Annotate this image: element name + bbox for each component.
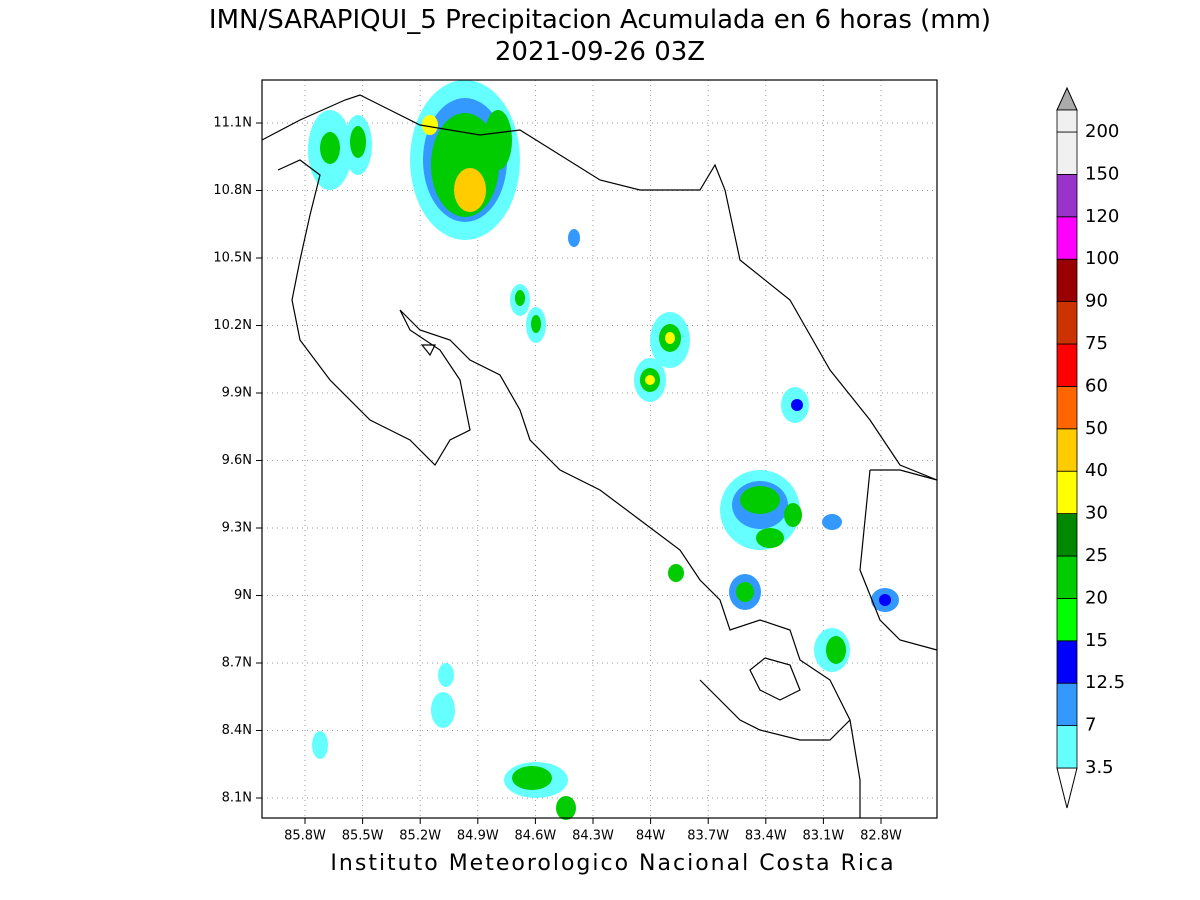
x-tick-label: 85.5W: [342, 829, 384, 844]
colorbar-swatch: [1056, 131, 1078, 175]
plot-area: [261, 79, 938, 820]
title: IMN/SARAPIQUI_5 Precipitacion Acumulada …: [209, 5, 991, 35]
x-tick-label: 83.1W: [802, 829, 844, 844]
colorbar-cap: [1056, 109, 1078, 133]
colorbar-label: 15: [1085, 630, 1108, 651]
colorbar: 3.5 7 12.5 15 20 25 30 40 50 60 75 90 100 120 150 200: [1056, 86, 1125, 809]
colorbar-swatch: [1056, 598, 1078, 642]
colorbar-swatch: [1056, 173, 1078, 218]
colorbar-label: 40: [1085, 460, 1108, 481]
y-tick-label: 9.9N: [222, 386, 252, 401]
y-tick-label: 8.1N: [222, 791, 252, 806]
colorbar-swatch: [1056, 343, 1078, 387]
x-tick-label: 84W: [636, 829, 666, 844]
footer: Instituto Meteorologico Nacional Costa R…: [330, 851, 895, 876]
y-tick-label: 11.1N: [213, 116, 252, 131]
plot-background: [262, 80, 937, 818]
colorbar-swatch: [1056, 216, 1078, 260]
x-tick-label: 84.6W: [514, 829, 556, 844]
colorbar-max-triangle: [1056, 86, 1078, 111]
x-tick-label: 85.8W: [284, 829, 326, 844]
colorbar-label: 100: [1085, 248, 1119, 269]
plot-frame: [261, 79, 938, 819]
colorbar-min-triangle: [1056, 767, 1078, 809]
colorbar-label: 12.5: [1085, 672, 1125, 693]
y-tick-label: 8.7N: [222, 656, 252, 671]
colorbar-label: 30: [1085, 503, 1108, 524]
y-tick-label: 9.6N: [222, 453, 252, 468]
colorbar-swatch: [1056, 301, 1078, 345]
coastline: [261, 94, 938, 818]
colorbar-swatch: [1056, 428, 1078, 472]
x-tick-label: 85.2W: [399, 829, 441, 844]
x-tick-label: 84.9W: [457, 829, 499, 844]
colorbar-label: 7: [1085, 715, 1096, 736]
y-tick-label: 10.2N: [213, 318, 252, 333]
colorbar-label: 200: [1085, 121, 1119, 142]
x-tick-label: 84.3W: [572, 829, 614, 844]
colorbar-label: 90: [1085, 291, 1108, 312]
colorbar-swatch: [1056, 640, 1078, 684]
x-tick-label: 83.7W: [687, 829, 729, 844]
colorbar-label: 75: [1085, 333, 1108, 354]
y-tick-label: 10.5N: [213, 251, 252, 266]
colorbar-label: 20: [1085, 587, 1108, 608]
colorbar-swatch: [1056, 682, 1078, 727]
colorbar-swatch: [1056, 555, 1078, 599]
colorbar-label: 60: [1085, 375, 1108, 396]
colorbar-swatch: [1056, 470, 1078, 515]
y-tick-label: 8.4N: [222, 723, 252, 738]
y-tick-label: 10.8N: [213, 183, 252, 198]
colorbar-swatch: [1056, 385, 1078, 430]
colorbar-swatch: [1056, 513, 1078, 557]
colorbar-swatch: [1056, 725, 1078, 769]
y-tick-label: 9.3N: [222, 521, 252, 536]
colorbar-label: 120: [1085, 206, 1119, 227]
colorbar-label: 3.5: [1085, 757, 1114, 778]
colorbar-label: 25: [1085, 545, 1108, 566]
x-tick-label: 83.4W: [745, 829, 787, 844]
colorbar-swatch: [1056, 258, 1078, 303]
x-tick-label: 82.8W: [860, 829, 902, 844]
subtitle: 2021-09-26 03Z: [495, 37, 705, 67]
y-tick-label: 9N: [234, 588, 252, 603]
colorbar-label: 50: [1085, 418, 1108, 439]
colorbar-label: 150: [1085, 163, 1119, 184]
